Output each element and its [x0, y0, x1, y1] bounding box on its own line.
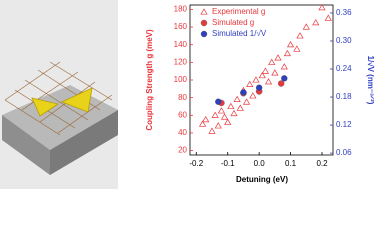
legend-label: Simulated 1/√V: [212, 29, 267, 38]
y2-tick-label: 0.18: [336, 92, 352, 101]
triangle-point: [214, 122, 222, 129]
triangle-point: [274, 54, 282, 61]
triangle-point: [302, 23, 310, 30]
antenna-right: [60, 87, 93, 113]
triangle-point: [208, 127, 216, 134]
triangle-point: [220, 113, 229, 120]
y-tick-label: 160: [174, 22, 188, 31]
triangle-point: [202, 116, 210, 123]
circle-point: [255, 84, 263, 91]
antenna-left: [31, 97, 59, 117]
triangle-point: [252, 76, 260, 83]
triangle-point: [296, 32, 304, 39]
circle-point: [277, 80, 285, 87]
triangle-point: [324, 14, 332, 21]
substrate-front: [50, 110, 118, 175]
circle-point: [200, 19, 208, 27]
circle-point: [281, 75, 288, 82]
triangle-point: [211, 111, 219, 118]
triangle-point: [264, 78, 273, 85]
triangle-point: [227, 102, 235, 110]
legend-label: Simulated g: [212, 18, 254, 27]
y-tick-label: 140: [174, 40, 188, 49]
triangle-point: [198, 120, 207, 127]
figure: Detuning (eV) Coupling Strength g (meV) …: [0, 0, 375, 189]
x-tick-label: -0.2: [189, 159, 203, 168]
x-tick-label: 0.2: [316, 159, 328, 168]
x-tick-label: 0.0: [254, 159, 266, 168]
y-axis-label: Coupling Strength g (meV): [145, 29, 154, 131]
triangle-point: [230, 109, 238, 117]
triangle-point: [224, 118, 232, 125]
y2-tick-label: 0.36: [336, 8, 352, 17]
y-tick-label: 120: [174, 57, 188, 66]
legend-label: Experimental g: [212, 7, 265, 16]
y2-axis-label: 1/√V (nm⁻³ᐟ²): [366, 56, 375, 105]
device-illustration: [0, 0, 118, 189]
plot-frame: [189, 4, 334, 156]
y-tick-label: 80: [178, 93, 187, 102]
triangle-point: [242, 98, 251, 105]
triangle-point: [271, 69, 279, 76]
x-tick-label: 0.1: [285, 159, 297, 168]
circle-point: [200, 30, 208, 38]
triangle-point: [293, 45, 301, 52]
triangle-point: [286, 41, 295, 48]
triangle-point: [283, 49, 292, 57]
triangle-point: [246, 80, 254, 87]
triangle-point: [258, 71, 266, 79]
y2-tick-label: 0.30: [336, 36, 352, 45]
circle-point: [215, 98, 222, 105]
y-tick-label: 20: [178, 146, 187, 155]
circle-point: [240, 89, 247, 96]
triangle-point: [268, 58, 276, 65]
triangle-point: [249, 92, 257, 99]
triangle-point: [261, 67, 270, 74]
triangle-point: [217, 107, 226, 114]
triangle-point: [200, 8, 208, 15]
y-tick-label: 180: [174, 5, 188, 14]
triangle-point: [280, 63, 288, 70]
triangle-point: [233, 95, 241, 102]
y-tick-label: 60: [178, 110, 187, 119]
triangle-point: [312, 18, 320, 26]
y2-tick-label: 0.24: [336, 64, 352, 73]
y2-tick-label: 0.12: [336, 120, 352, 129]
y-tick-label: 40: [178, 128, 187, 137]
triangle-point: [236, 104, 244, 111]
triangle-point: [318, 3, 326, 11]
substrate-side: [2, 115, 50, 175]
x-axis-label: Detuning (eV): [236, 175, 288, 184]
x-tick-label: -0.1: [221, 159, 235, 168]
y2-tick-label: 0.06: [336, 148, 352, 157]
y-tick-label: 100: [174, 75, 188, 84]
